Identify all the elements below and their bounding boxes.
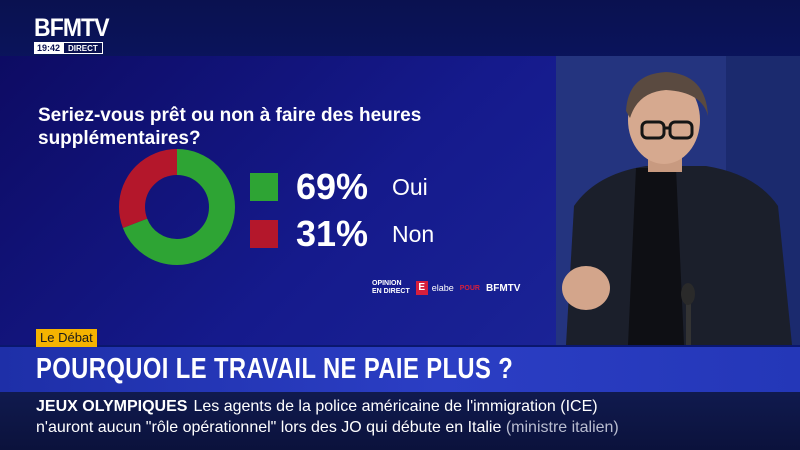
label-non: Non — [392, 220, 435, 247]
answer-row-oui: 69% Oui — [250, 166, 428, 208]
logo-name: BFMTV — [34, 14, 110, 42]
elabe-name: elabe — [431, 283, 454, 293]
ticker-category: JEUX OLYMPIQUES — [36, 398, 188, 415]
poll-question: Seriez-vous prêt ou non à faire des heur… — [38, 105, 422, 149]
poll-credits: OPINION EN DIRECT E elabe POUR BFMTV — [372, 280, 520, 296]
news-ticker — [0, 392, 800, 450]
poll-panel — [0, 56, 556, 345]
presenter-silhouette-icon — [556, 56, 800, 345]
answer-row-non: 31% Non — [250, 213, 434, 255]
pour-text: POUR — [459, 284, 480, 292]
live-badge: DIRECT — [63, 42, 103, 54]
opinion-en-direct-logo: OPINION EN DIRECT — [372, 280, 410, 295]
credits-channel: BFMTV — [486, 282, 521, 294]
clock: 19:42 — [34, 42, 64, 54]
elabe-logo-icon: E — [415, 281, 428, 295]
label-oui: Oui — [392, 173, 428, 200]
ticker-line-1: JEUX OLYMPIQUES Les agents de la police a… — [36, 397, 598, 417]
headline: POURQUOI LE TRAVAIL NE PAIE PLUS ? — [36, 353, 514, 385]
segment-tag: Le Débat — [36, 329, 97, 347]
donut-chart — [119, 149, 235, 265]
ticker-text-1: Les agents de la police américaine de l'… — [193, 398, 598, 415]
channel-logo: BFMTV 19:42 DIRECT — [34, 16, 118, 54]
ticker-source: (ministre italien) — [505, 419, 619, 436]
presenter-video — [556, 56, 800, 345]
percent-oui: 69% — [296, 166, 369, 207]
headline-bar — [0, 347, 800, 392]
ticker-line-2: n'auront aucun "rôle opérationnel" lors … — [36, 418, 619, 438]
legend-swatch-non — [250, 220, 278, 248]
percent-non: 31% — [296, 213, 369, 254]
donut-slice-non — [119, 149, 235, 265]
legend-swatch-oui — [250, 173, 278, 201]
ticker-text-2: n'auront aucun "rôle opérationnel" lors … — [36, 419, 502, 436]
